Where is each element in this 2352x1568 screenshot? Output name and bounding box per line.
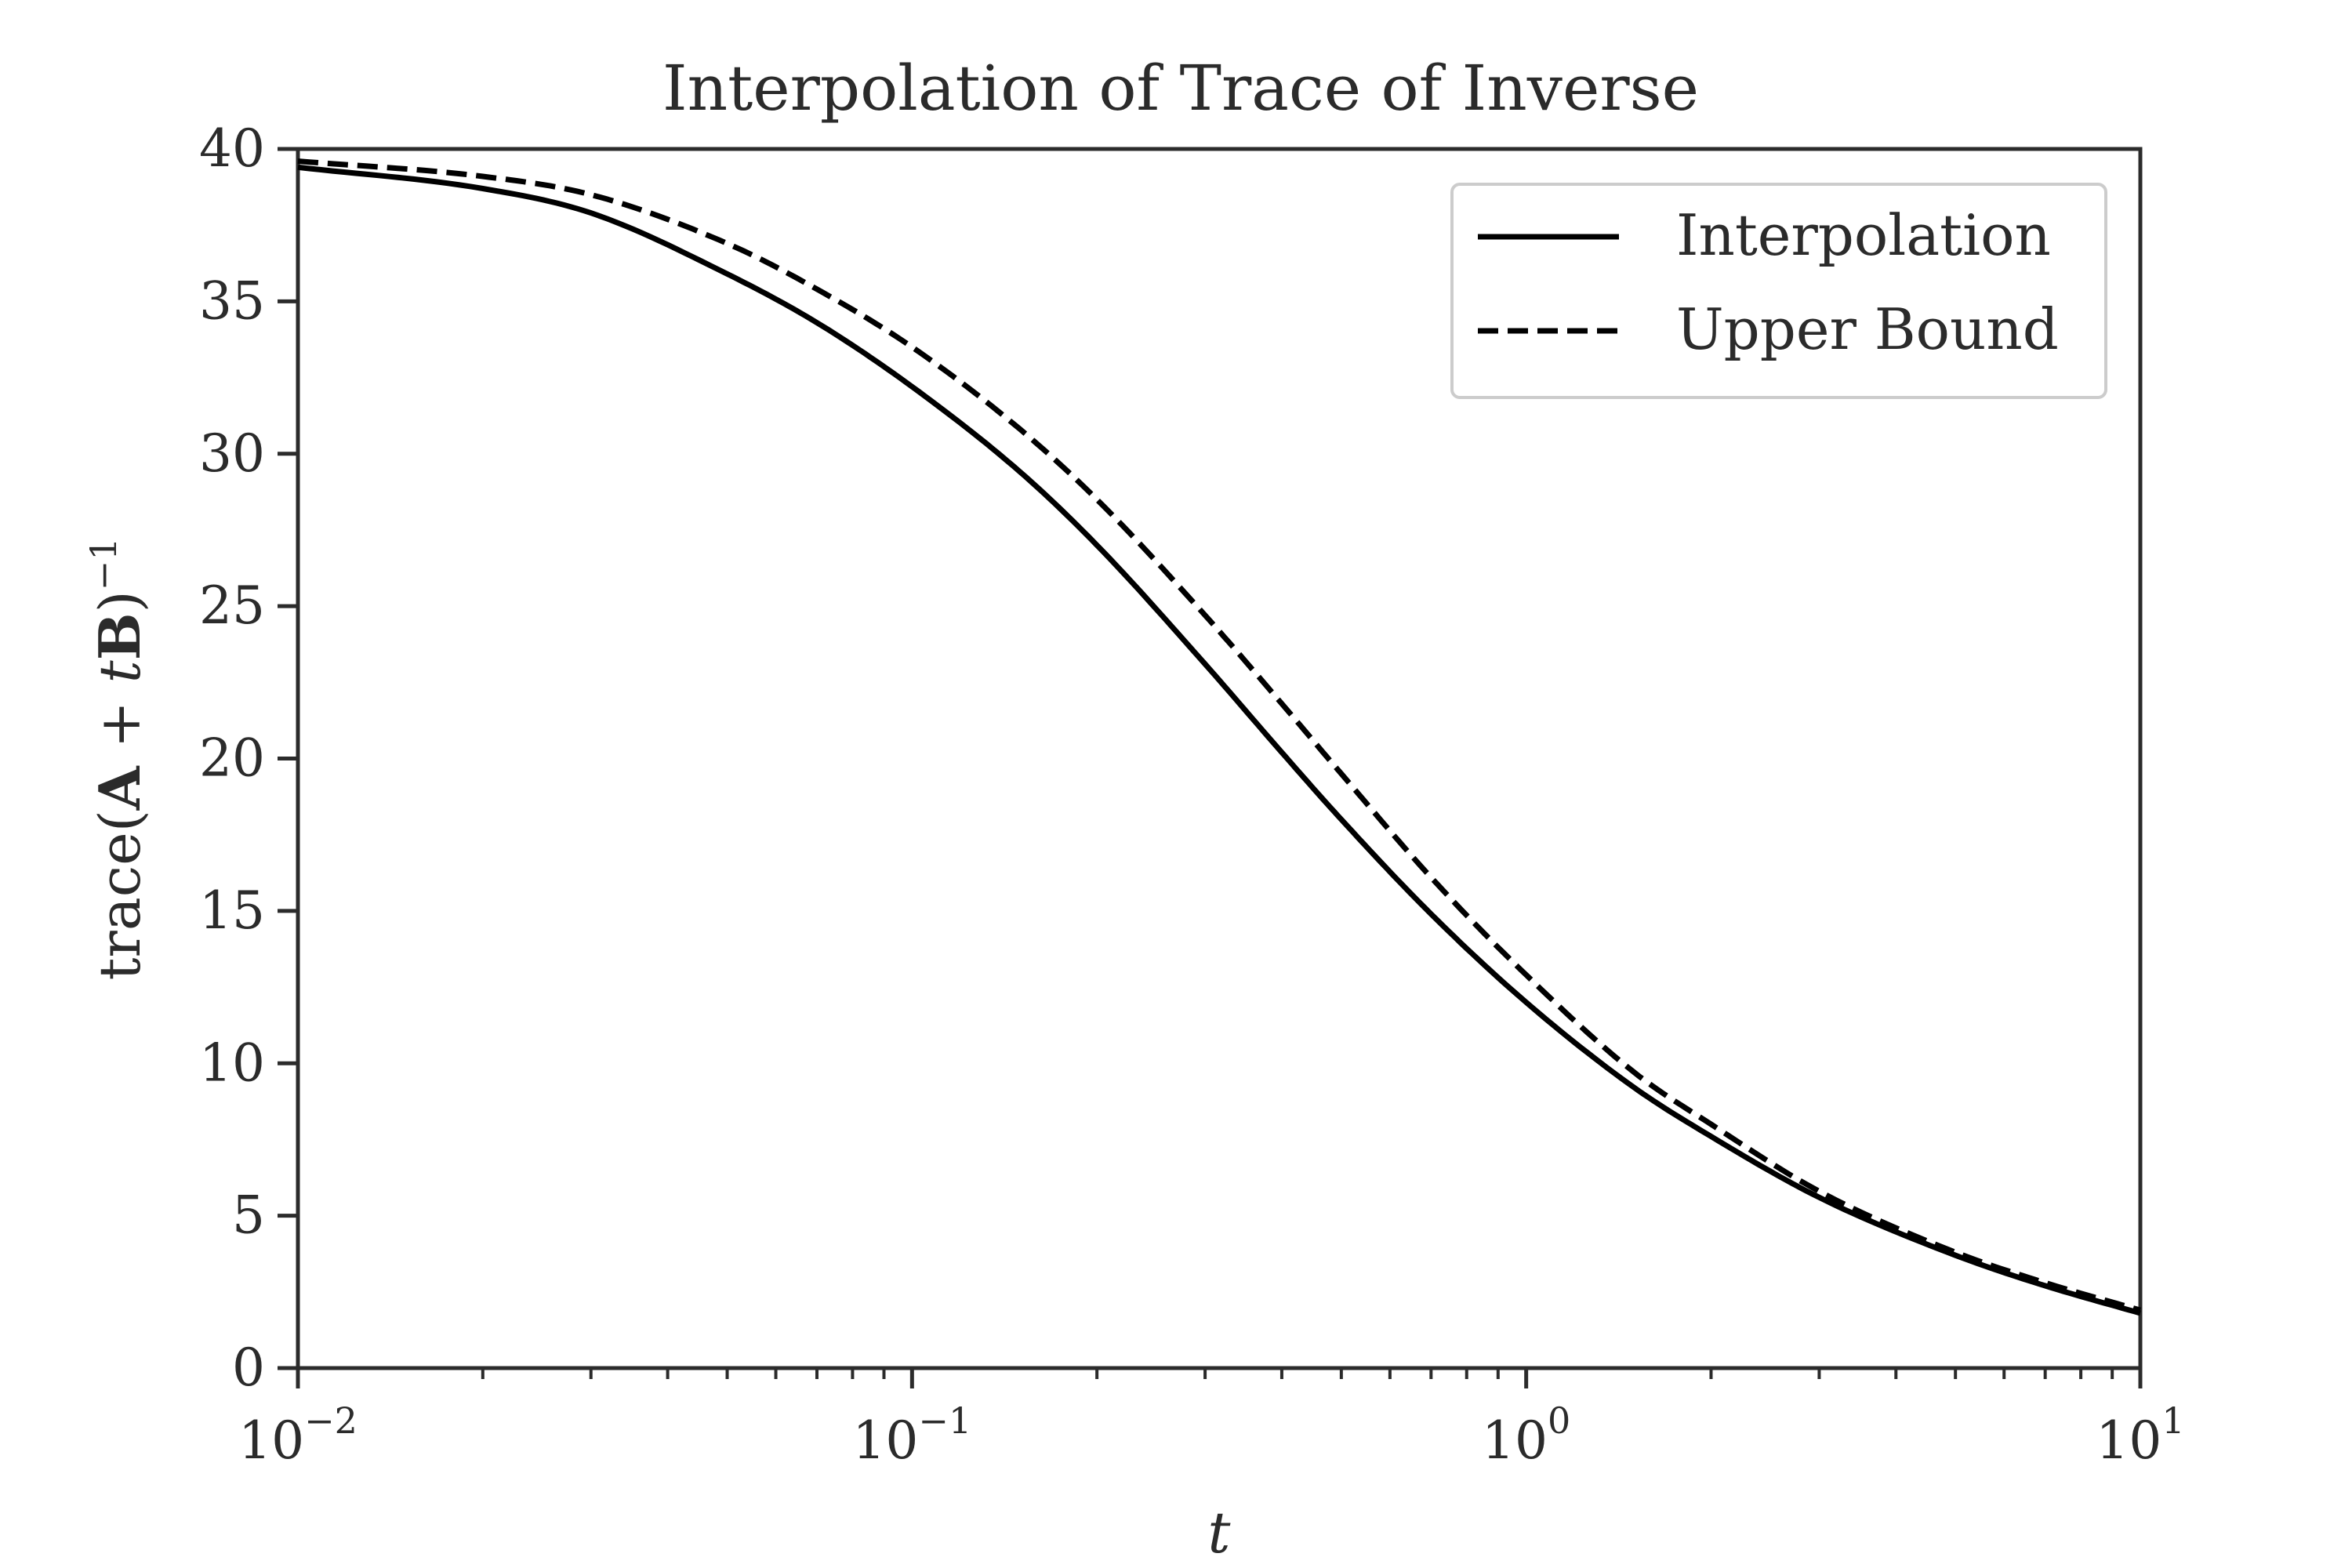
series-layer	[297, 158, 2141, 1316]
x-tick-label: 100	[1482, 1399, 1570, 1471]
x-tick-label: 101	[2096, 1399, 2184, 1471]
chart-title: Interpolation of Trace of Inverse	[662, 52, 1699, 125]
series-line-upper-bound	[297, 158, 2141, 1313]
y-tick-label: 30	[199, 423, 265, 484]
y-tick-label: 35	[199, 270, 265, 331]
y-tick-label: 20	[199, 728, 265, 789]
y-tick-label: 0	[232, 1338, 265, 1398]
series-line-interpolation	[297, 164, 2141, 1316]
x-tick-label: 10−2	[238, 1399, 358, 1471]
y-tick-label: 15	[199, 880, 265, 941]
y-axis-label: trace(A + tB)−1	[82, 538, 153, 981]
y-tick-label: 10	[199, 1033, 265, 1093]
x-axis-label: t	[1208, 1500, 1232, 1566]
legend-label-interpolation: Interpolation	[1676, 202, 2051, 268]
y-tick-label: 40	[199, 118, 265, 179]
legend-label-upper-bound: Upper Bound	[1676, 296, 2059, 362]
tick-labels: 10−2 10−1 100 101 0 5 10 15 20 25 30 35 40	[199, 118, 2185, 1471]
y-tick-label: 25	[199, 575, 265, 636]
y-tick-label: 5	[232, 1185, 265, 1246]
legend: Interpolation Upper Bound	[1450, 183, 2107, 399]
x-tick-label: 10−1	[852, 1399, 971, 1471]
axis-ticks	[278, 147, 2143, 1388]
